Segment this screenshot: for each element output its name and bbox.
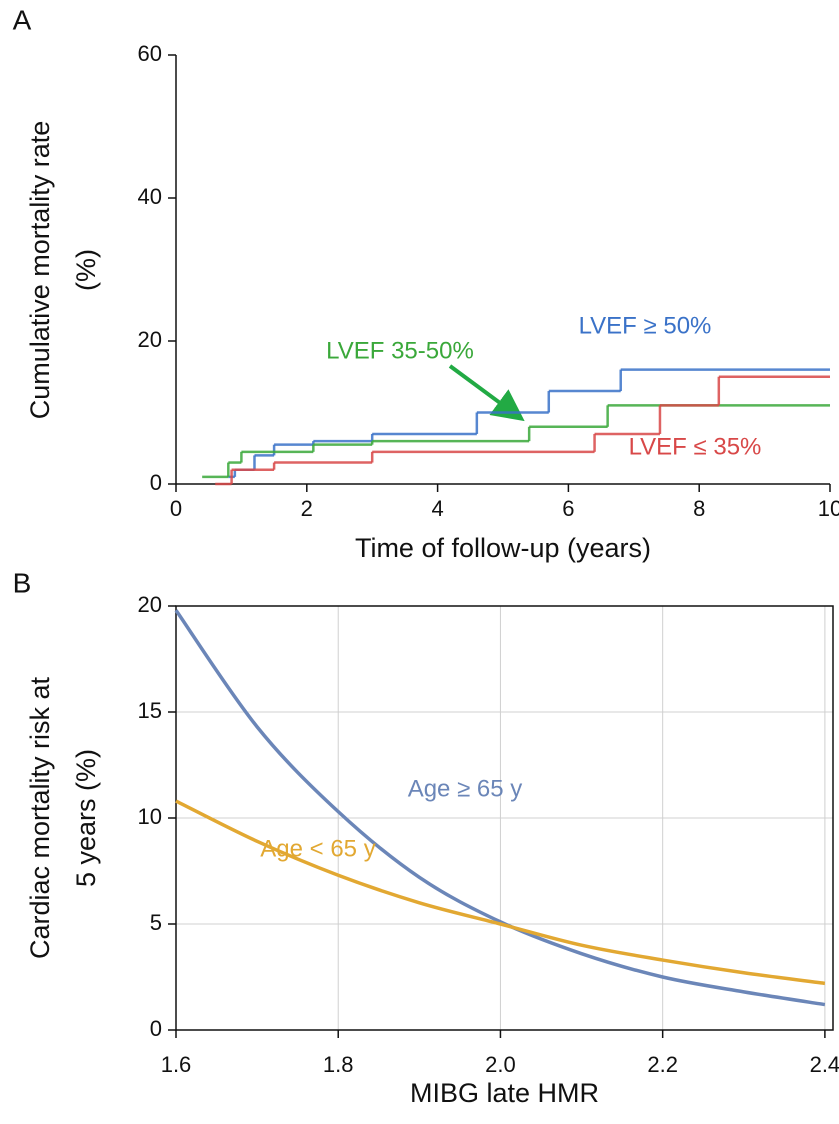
x-tick-label: 1.6: [161, 1052, 192, 1077]
y-tick-label: 5: [150, 910, 162, 935]
curve: [175, 799, 826, 986]
y-tick-label: 10: [138, 804, 162, 829]
y-tick-label: 60: [138, 41, 162, 66]
series-label: LVEF ≤ 35%: [629, 433, 762, 460]
x-tick-label: 2.4: [810, 1052, 839, 1077]
y-axis-label: Cumulative mortality rate: [25, 121, 55, 420]
y-axis-label: (%): [71, 249, 101, 291]
panel-label: A: [13, 4, 32, 35]
x-tick-label: 10: [818, 496, 839, 521]
x-axis-label: MIBG late HMR: [410, 1078, 599, 1108]
y-axis-label: Cardiac mortality risk at: [25, 676, 55, 959]
series-label: LVEF 35-50%: [326, 337, 474, 364]
y-tick-label: 40: [138, 184, 162, 209]
y-tick-label: 20: [138, 592, 162, 617]
x-tick-label: 1.8: [323, 1052, 354, 1077]
x-axis-label: Time of follow-up (years): [355, 533, 651, 563]
x-tick-label: 4: [431, 496, 443, 521]
panel-label: B: [13, 567, 32, 598]
x-tick-label: 8: [693, 496, 705, 521]
series-label: Age < 65 y: [260, 835, 375, 862]
y-tick-label: 20: [138, 327, 162, 352]
y-axis-label: 5 years (%): [71, 749, 101, 887]
annotation-arrow: [448, 364, 525, 422]
y-tick-label: 15: [138, 698, 162, 723]
x-tick-label: 6: [562, 496, 574, 521]
plot-frame: [175, 605, 834, 1031]
y-tick-label: 0: [150, 1016, 162, 1041]
y-tick-label: 0: [150, 470, 162, 495]
curve: [174, 609, 826, 1007]
x-tick-label: 0: [170, 496, 182, 521]
series-label: Age ≥ 65 y: [408, 775, 523, 802]
x-tick-label: 2: [301, 496, 313, 521]
x-tick-label: 2.0: [485, 1052, 516, 1077]
series-label: LVEF ≥ 50%: [579, 312, 712, 339]
x-tick-label: 2.2: [647, 1052, 678, 1077]
